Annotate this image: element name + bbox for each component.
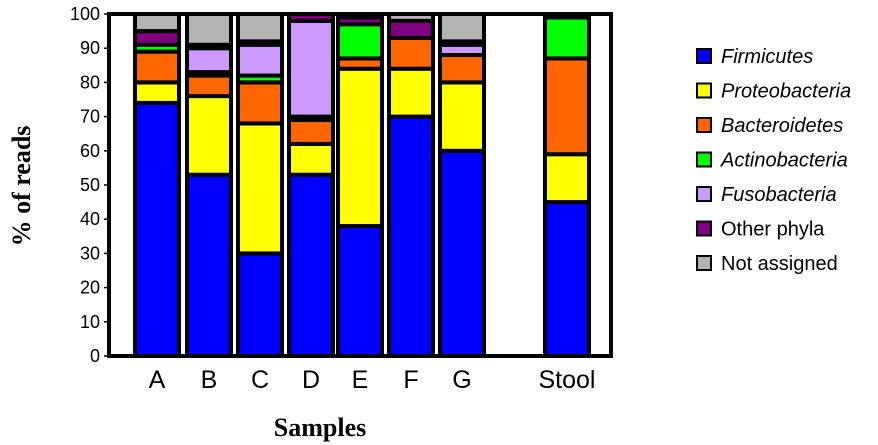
y-tick-label: 20 (80, 278, 100, 298)
legend-label: Other phyla (721, 219, 825, 241)
x-tick-label-a: A (149, 366, 166, 394)
y-ticks-group: 0 10 20 30 40 50 60 70 80 90 100 (70, 4, 109, 366)
bars-group (133, 12, 591, 358)
bar-c-not-assigned (236, 12, 284, 44)
legend-item-actinobacteria: Actinobacteria (696, 150, 848, 172)
x-tick-label-e: E (352, 366, 369, 394)
bar-b-firmicutes (185, 172, 233, 358)
legend: Firmicutes Proteobacteria Bacteroidetes Act… (696, 46, 851, 275)
bar-b-fusobacteria (185, 46, 233, 75)
bar-c-fusobacteria (236, 42, 284, 78)
bar-g-proteobacteria (438, 80, 486, 153)
x-tick-label-d: D (302, 366, 320, 394)
y-tick-label: 60 (80, 141, 100, 161)
bar-stool-bacteroidetes (543, 56, 591, 157)
bar-b-proteobacteria (185, 94, 233, 177)
bar-g-not-assigned (438, 12, 486, 44)
bar-f-bacteroidetes (387, 35, 435, 71)
legend-item-firmicutes: Firmicutes (696, 46, 813, 68)
legend-label: Proteobacteria (721, 81, 851, 103)
bar-d-other-phyla (287, 12, 335, 23)
bar-f-not-assigned (387, 12, 435, 23)
bar-c-bacteroidetes (236, 80, 284, 126)
y-tick-label: 90 (80, 38, 100, 58)
bar-b-bacteroidetes (185, 73, 233, 99)
bar-a-bacteroidetes (133, 49, 181, 85)
legend-item-proteobacteria: Proteobacteria (696, 81, 851, 103)
legend-label: Bacteroidetes (721, 115, 843, 137)
bar-d-firmicutes (287, 172, 335, 358)
legend-swatch (696, 186, 712, 202)
y-tick-label: 40 (80, 209, 100, 229)
bar-a-firmicutes (133, 100, 181, 358)
bar-stool-other-phyla (543, 12, 591, 20)
bar-e-actinobacteria (336, 22, 384, 61)
y-tick-label: 100 (70, 4, 100, 24)
legend-label: Fusobacteria (721, 184, 837, 206)
bar-d-fusobacteria (287, 18, 335, 119)
bar-stool-proteobacteria (543, 152, 591, 205)
y-tick-label: 70 (80, 107, 100, 127)
legend-label: Actinobacteria (720, 150, 848, 172)
bar-f-proteobacteria (387, 66, 435, 119)
bar-e-firmicutes (336, 224, 384, 358)
y-tick-label: 30 (80, 243, 100, 263)
x-tick-label-f: F (403, 366, 418, 394)
legend-swatch (696, 151, 712, 168)
bar-c-proteobacteria (236, 121, 284, 256)
bar-stool-firmicutes (543, 200, 591, 358)
y-axis-title: % of reads (7, 126, 36, 247)
legend-item-fusobacteria: Fusobacteria (696, 184, 837, 206)
x-tick-labels-group: A B C D E F G Stool (149, 366, 596, 394)
y-tick-label: 10 (80, 312, 100, 332)
legend-item-bacteroidetes: Bacteroidetes (696, 115, 843, 137)
bar-a-not-assigned (133, 12, 181, 34)
legend-item-not-assigned: Not assigned (696, 253, 838, 275)
bar-b-not-assigned (185, 12, 233, 47)
bar-e-not-assigned (336, 12, 384, 20)
x-axis-title: Samples (274, 413, 366, 442)
bar-stool-actinobacteria (543, 15, 591, 61)
x-tick-label-stool: Stool (539, 366, 596, 394)
bar-f-other-phyla (387, 18, 435, 40)
x-tick-label-c: C (251, 366, 269, 394)
y-tick-label: 80 (80, 72, 100, 92)
legend-swatch (696, 48, 712, 64)
legend-item-other-phyla: Other phyla (696, 219, 825, 241)
bar-g-firmicutes (438, 148, 486, 358)
bar-g-bacteroidetes (438, 53, 486, 85)
bar-d-proteobacteria (287, 141, 335, 177)
x-tick-label-g: G (452, 366, 471, 394)
bar-c-firmicutes (236, 251, 284, 358)
y-tick-label: 0 (90, 346, 100, 366)
bar-d-bacteroidetes (287, 118, 335, 146)
x-tick-label-b: B (201, 366, 218, 394)
legend-label: Not assigned (721, 253, 838, 275)
bar-a-proteobacteria (133, 80, 181, 105)
legend-swatch (696, 82, 712, 99)
legend-swatch (696, 220, 712, 237)
legend-swatch (696, 117, 712, 133)
legend-swatch (696, 255, 712, 271)
bar-e-proteobacteria (336, 66, 384, 229)
y-tick-label: 50 (80, 175, 100, 195)
bar-a-other-phyla (133, 29, 181, 47)
legend-label: Firmicutes (721, 46, 813, 68)
bar-f-firmicutes (387, 114, 435, 358)
